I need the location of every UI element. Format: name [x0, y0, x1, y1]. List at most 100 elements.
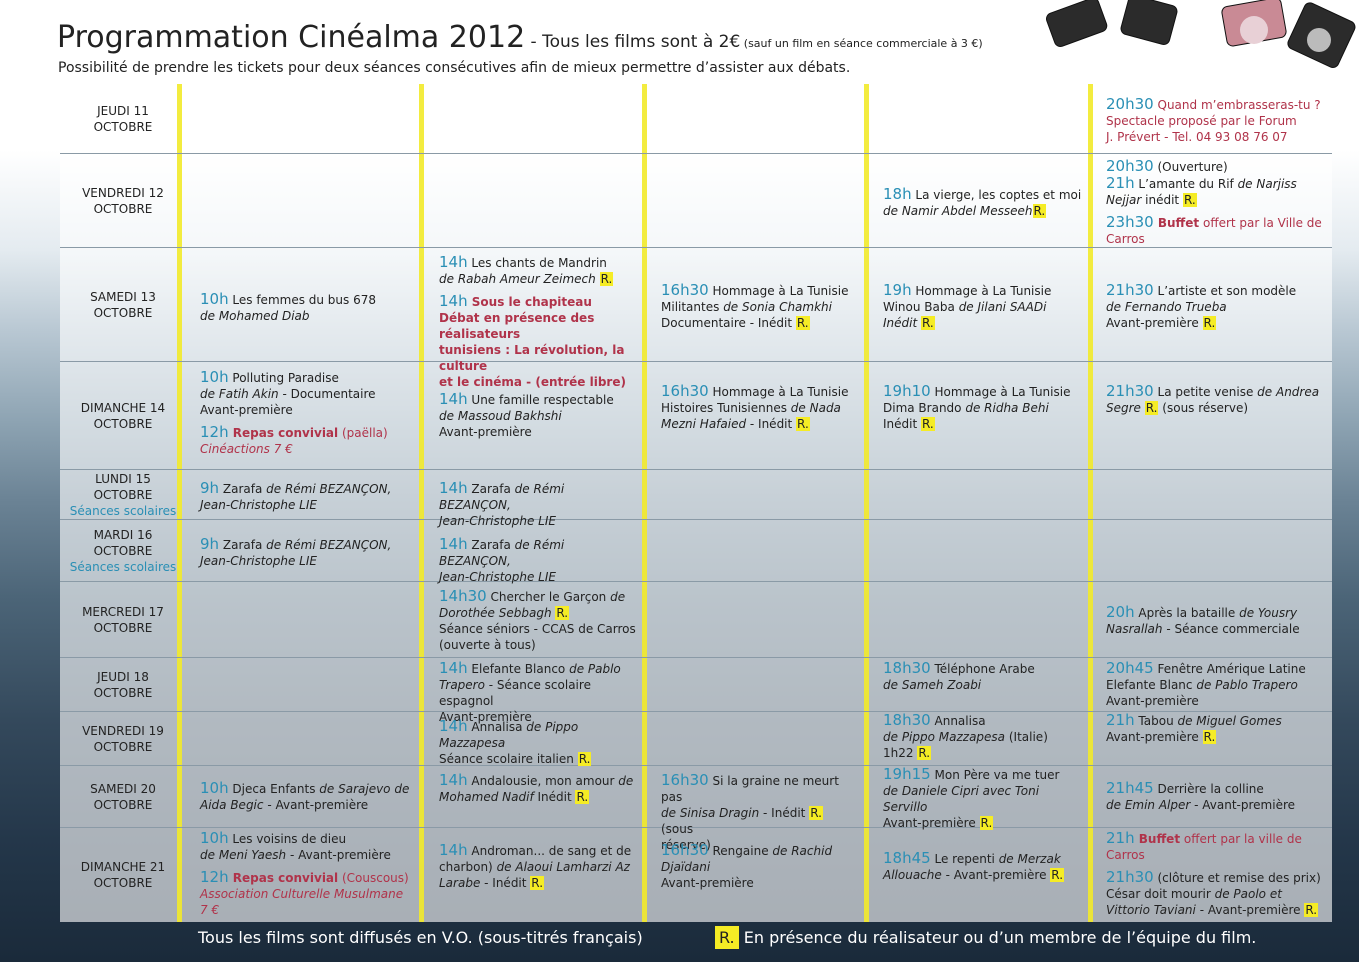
- text-line: de Fatih Akin: [200, 387, 279, 401]
- text-line: Allouache: [883, 868, 942, 882]
- text-line: de Pablo Trapero: [1196, 678, 1298, 692]
- text-line: de Rémi BEZANÇON,: [439, 538, 565, 568]
- screening-cell: 14h Zarafa de Rémi BEZANÇON, Jean-Christ…: [439, 480, 642, 529]
- text-line: 20h: [1106, 603, 1135, 621]
- text-line: - Avant-première: [941, 868, 1051, 882]
- director-present-badge: R.: [1032, 204, 1047, 218]
- screening-cell: 14h30 Chercher le Garçon de Dorothée Seb…: [439, 588, 642, 653]
- text-line: - Avant-première: [263, 798, 369, 812]
- text-line: de Miguel Gomes: [1177, 714, 1282, 728]
- screening-cell: 20h Après la bataille de Yousry Nasralla…: [1106, 604, 1332, 637]
- text-line: de Pablo: [569, 662, 621, 676]
- screening-cell: 21h30 L’artiste et son modèle de Fernand…: [1106, 282, 1332, 331]
- text-line: de Namir Abdel Messeeh: [883, 204, 1033, 218]
- page-title: Programmation Cinéalma 2012 - Tous les f…: [57, 20, 983, 55]
- day-row: MERCREDI 17 OCTOBRE 14h30 Chercher le Gar…: [60, 582, 1332, 658]
- text-line: inédit: [1141, 193, 1183, 207]
- day-row: LUNDI 15 OCTOBRE Séances scolaires 9h Zara…: [60, 470, 1332, 528]
- text-line: de Sarajevo de: [319, 782, 410, 796]
- text-line: 21h30: [1106, 382, 1154, 400]
- screening-cell: 16h30 Hommage à La Tunisie Histoires Tun…: [661, 383, 864, 432]
- director-present-badge: R.: [575, 790, 590, 804]
- text-line: OCTOBRE: [93, 685, 153, 700]
- text-line: Repas convivial: [228, 426, 339, 440]
- text-line: 16h30: [661, 841, 709, 859]
- text-line: (Italie): [1005, 730, 1048, 744]
- day-label: MERCREDI 17 OCTOBRE: [60, 582, 186, 657]
- screening-cell: 18h45 Le repenti de Merzak Allouache - A…: [883, 850, 1088, 883]
- text-line: DIMANCHE 21: [80, 860, 166, 874]
- screening-cell: 14h Annalisa de Pippo Mazzapesa Séance s…: [439, 718, 642, 767]
- director-present-badge: R.: [979, 816, 994, 830]
- text-line: 9h: [200, 479, 220, 497]
- text-line: Si la graine ne meurt pas: [661, 774, 839, 804]
- text-line: de Rémi BEZANÇON,: [266, 482, 392, 496]
- text-line: Repas convivial: [228, 871, 339, 885]
- text-line: Avant-première: [200, 403, 293, 417]
- text-line: Avant-première: [439, 425, 532, 439]
- text-line: 19h15: [883, 765, 931, 783]
- day-row: JEUDI 11 OCTOBRE 20h30 Quand m’embrassera…: [60, 84, 1332, 154]
- director-present-badge: R.: [599, 272, 614, 286]
- director-present-badge: R.: [921, 316, 935, 330]
- screening-cell: 21h Buffet offert par la ville de Carros…: [1106, 830, 1332, 918]
- text-line: Inédit: [883, 417, 921, 431]
- director-present-badge: R.: [921, 417, 935, 431]
- text-line: Histoires Tunisiennes: [661, 401, 791, 415]
- screening-cell: 19h Hommage à La Tunisie Winou Baba de J…: [883, 282, 1088, 331]
- text-line: Séance séniors - CCAS de Carros: [439, 622, 636, 636]
- text-line: Avant-première: [1106, 316, 1203, 330]
- text-line: de Meni Yaesh: [200, 848, 287, 862]
- text-line: Dima Brando: [883, 401, 966, 415]
- text-line: de Fernando Trueba: [1106, 300, 1227, 314]
- director-present-badge: R.: [577, 752, 592, 766]
- screening-cell: 19h10 Hommage à La Tunisie Dima Brando d…: [883, 383, 1088, 432]
- text-line: de Alaoui Lamharzi Az: [496, 860, 630, 874]
- text-line: tunisiens : La révolution, la culture: [439, 343, 625, 373]
- schedule-table: JEUDI 11 OCTOBRE 20h30 Quand m’embrassera…: [60, 84, 1332, 922]
- text-line: de Rabah Ameur Zeimech: [439, 272, 600, 286]
- text-line: 10h: [200, 368, 229, 386]
- text-line: Annalisa: [930, 714, 986, 728]
- text-line: 18h: [883, 185, 912, 203]
- text-line: OCTOBRE: [93, 876, 153, 890]
- text-line: - Avant-première: [1190, 798, 1296, 812]
- text-line: Zarafa: [219, 538, 267, 552]
- text-line: de Merzak: [998, 852, 1061, 866]
- footer-vo-note: Tous les films sont diffusés en V.O. (so…: [198, 928, 643, 947]
- text-line: Débat en présence des réalisateurs: [439, 311, 595, 341]
- screening-cell: 14h Une famille respectable de Massoud B…: [439, 391, 642, 440]
- text-line: et le cinéma - (entrée libre): [439, 375, 626, 389]
- text-line: Zarafa: [467, 482, 515, 496]
- text-line: (paëlla): [338, 426, 388, 440]
- day-label: JEUDI 18 OCTOBRE: [60, 658, 186, 711]
- text-line: L’amante du Rif: [1134, 177, 1238, 191]
- text-line: réserve): [661, 838, 711, 852]
- text-line: 20h30: [1106, 95, 1154, 113]
- text-line: Segre: [1106, 401, 1145, 415]
- legend-text: En présence du réalisateur ou d’un membr…: [738, 928, 1257, 947]
- text-line: (Ouverture): [1153, 160, 1228, 174]
- text-line: Djeca Enfants: [228, 782, 320, 796]
- text-line: 14h: [439, 292, 468, 310]
- text-line: Vittorio Taviani: [1106, 903, 1196, 917]
- legend-badge: R.: [715, 926, 739, 949]
- day-row: SAMEDI 13 OCTOBRE 10h Les femmes du bus 6…: [60, 248, 1332, 389]
- text-line: charbon): [439, 860, 497, 874]
- text-line: Avant-première: [661, 876, 754, 890]
- text-line: 16h30: [661, 281, 709, 299]
- text-line: de Sameh Zoabi: [883, 678, 982, 692]
- screening-cell: 18h30 Annalisa de Pippo Mazzapesa (Itali…: [883, 712, 1088, 761]
- text-line: de Emin Alper: [1106, 798, 1191, 812]
- text-line: Elefante Blanc: [1106, 678, 1197, 692]
- text-line: de Daniele Cipri avec Toni Servillo: [883, 784, 1040, 814]
- text-line: Mohamed Nadif: [439, 790, 534, 804]
- text-line: Hommage à La Tunisie: [930, 385, 1071, 399]
- screening-cell: 10h Polluting Paradise de Fatih Akin - D…: [200, 369, 419, 457]
- text-line: La vierge, les coptes et moi: [911, 188, 1082, 202]
- screening-cell: 14h Andalousie, mon amour de Mohamed Nad…: [439, 772, 642, 805]
- screening-cell: 10h Les voisins de dieu de Meni Yaesh - …: [200, 830, 419, 918]
- text-line: de Pippo Mazzapesa: [883, 730, 1006, 744]
- screening-cell: 18h La vierge, les coptes et moi de Nami…: [883, 186, 1088, 219]
- text-line: Polluting Paradise: [228, 371, 339, 385]
